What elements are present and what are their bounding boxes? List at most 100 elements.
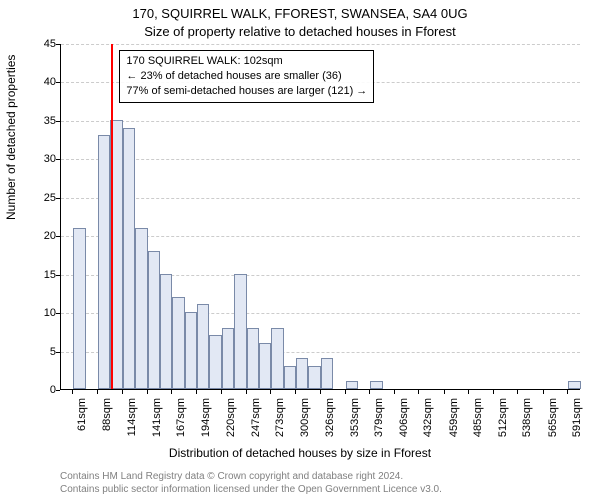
- annotation-line-3: 77% of semi-detached houses are larger (…: [126, 84, 367, 99]
- histogram-bar: [308, 366, 320, 389]
- y-tick-label: 10: [30, 307, 56, 319]
- y-tick-mark: [56, 275, 60, 276]
- y-tick-label: 15: [30, 269, 56, 281]
- x-tick-mark: [468, 390, 469, 394]
- x-tick-mark: [171, 390, 172, 394]
- histogram-bar: [321, 358, 333, 389]
- x-tick-label: 512sqm: [497, 398, 509, 442]
- x-tick-mark: [418, 390, 419, 394]
- y-tick-label: 25: [30, 192, 56, 204]
- chart-title-address: 170, SQUIRREL WALK, FFOREST, SWANSEA, SA…: [0, 6, 600, 21]
- histogram-bar: [73, 228, 85, 389]
- x-tick-label: 591sqm: [571, 398, 583, 442]
- x-axis-label: Distribution of detached houses by size …: [0, 446, 600, 460]
- histogram-bar: [209, 335, 221, 389]
- x-tick-mark: [517, 390, 518, 394]
- gridline: [61, 159, 580, 160]
- histogram-bar: [135, 228, 147, 389]
- annotation-box: 170 SQUIRREL WALK: 102sqm← 23% of detach…: [119, 50, 374, 103]
- x-tick-label: 538sqm: [521, 398, 533, 442]
- gridline: [61, 198, 580, 199]
- y-tick-mark: [56, 82, 60, 83]
- y-tick-label: 35: [30, 115, 56, 127]
- histogram-bar: [370, 381, 382, 389]
- x-tick-mark: [246, 390, 247, 394]
- y-tick-mark: [56, 198, 60, 199]
- y-tick-mark: [56, 121, 60, 122]
- x-tick-mark: [122, 390, 123, 394]
- y-tick-mark: [56, 159, 60, 160]
- x-tick-mark: [444, 390, 445, 394]
- y-tick-label: 20: [30, 230, 56, 242]
- x-tick-label: 141sqm: [151, 398, 163, 442]
- x-tick-label: 194sqm: [200, 398, 212, 442]
- x-tick-label: 406sqm: [398, 398, 410, 442]
- y-tick-mark: [56, 313, 60, 314]
- x-tick-label: 88sqm: [101, 398, 113, 442]
- x-tick-mark: [97, 390, 98, 394]
- y-tick-mark: [56, 390, 60, 391]
- y-tick-mark: [56, 44, 60, 45]
- x-tick-label: 220sqm: [225, 398, 237, 442]
- annotation-line-2: ← 23% of detached houses are smaller (36…: [126, 69, 367, 84]
- x-tick-mark: [493, 390, 494, 394]
- x-tick-label: 61sqm: [76, 398, 88, 442]
- x-tick-label: 247sqm: [250, 398, 262, 442]
- histogram-bar: [296, 358, 308, 389]
- y-tick-label: 30: [30, 153, 56, 165]
- y-tick-label: 5: [30, 346, 56, 358]
- y-tick-label: 45: [30, 38, 56, 50]
- x-tick-label: 326sqm: [324, 398, 336, 442]
- x-tick-mark: [567, 390, 568, 394]
- x-tick-mark: [320, 390, 321, 394]
- histogram-bar: [568, 381, 580, 389]
- gridline: [61, 121, 580, 122]
- histogram-bar: [284, 366, 296, 389]
- y-tick-label: 40: [30, 76, 56, 88]
- chart-container: 170, SQUIRREL WALK, FFOREST, SWANSEA, SA…: [0, 0, 600, 500]
- histogram-bar: [346, 381, 358, 389]
- x-tick-label: 565sqm: [547, 398, 559, 442]
- histogram-bar: [259, 343, 271, 389]
- histogram-bar: [247, 328, 259, 390]
- x-tick-mark: [221, 390, 222, 394]
- x-tick-mark: [394, 390, 395, 394]
- x-tick-label: 167sqm: [175, 398, 187, 442]
- x-tick-mark: [270, 390, 271, 394]
- gridline: [61, 44, 580, 45]
- x-tick-mark: [345, 390, 346, 394]
- x-tick-mark: [369, 390, 370, 394]
- y-tick-label: 0: [30, 384, 56, 396]
- y-tick-mark: [56, 352, 60, 353]
- x-tick-mark: [72, 390, 73, 394]
- x-tick-label: 432sqm: [422, 398, 434, 442]
- histogram-bar: [172, 297, 184, 389]
- histogram-bar: [271, 328, 283, 390]
- x-tick-mark: [196, 390, 197, 394]
- x-tick-mark: [295, 390, 296, 394]
- x-tick-label: 459sqm: [448, 398, 460, 442]
- plot-area: 170 SQUIRREL WALK: 102sqm← 23% of detach…: [60, 44, 580, 390]
- x-tick-label: 353sqm: [349, 398, 361, 442]
- footer-attribution: Contains HM Land Registry data © Crown c…: [60, 471, 442, 496]
- histogram-bar: [197, 304, 209, 389]
- x-tick-mark: [543, 390, 544, 394]
- y-axis-label: Number of detached properties: [4, 55, 18, 220]
- x-tick-label: 485sqm: [472, 398, 484, 442]
- chart-subtitle: Size of property relative to detached ho…: [0, 24, 600, 39]
- histogram-bar: [222, 328, 234, 390]
- footer-line-1: Contains HM Land Registry data © Crown c…: [60, 471, 442, 484]
- footer-line-2: Contains public sector information licen…: [60, 484, 442, 497]
- x-tick-label: 114sqm: [126, 398, 138, 442]
- x-tick-label: 379sqm: [373, 398, 385, 442]
- x-tick-mark: [147, 390, 148, 394]
- histogram-bar: [98, 135, 110, 389]
- histogram-bar: [148, 251, 160, 389]
- property-marker-line: [111, 44, 113, 389]
- histogram-bar: [123, 128, 135, 389]
- histogram-bar: [160, 274, 172, 389]
- annotation-line-1: 170 SQUIRREL WALK: 102sqm: [126, 54, 367, 69]
- histogram-bar: [185, 312, 197, 389]
- y-tick-mark: [56, 236, 60, 237]
- histogram-bar: [234, 274, 246, 389]
